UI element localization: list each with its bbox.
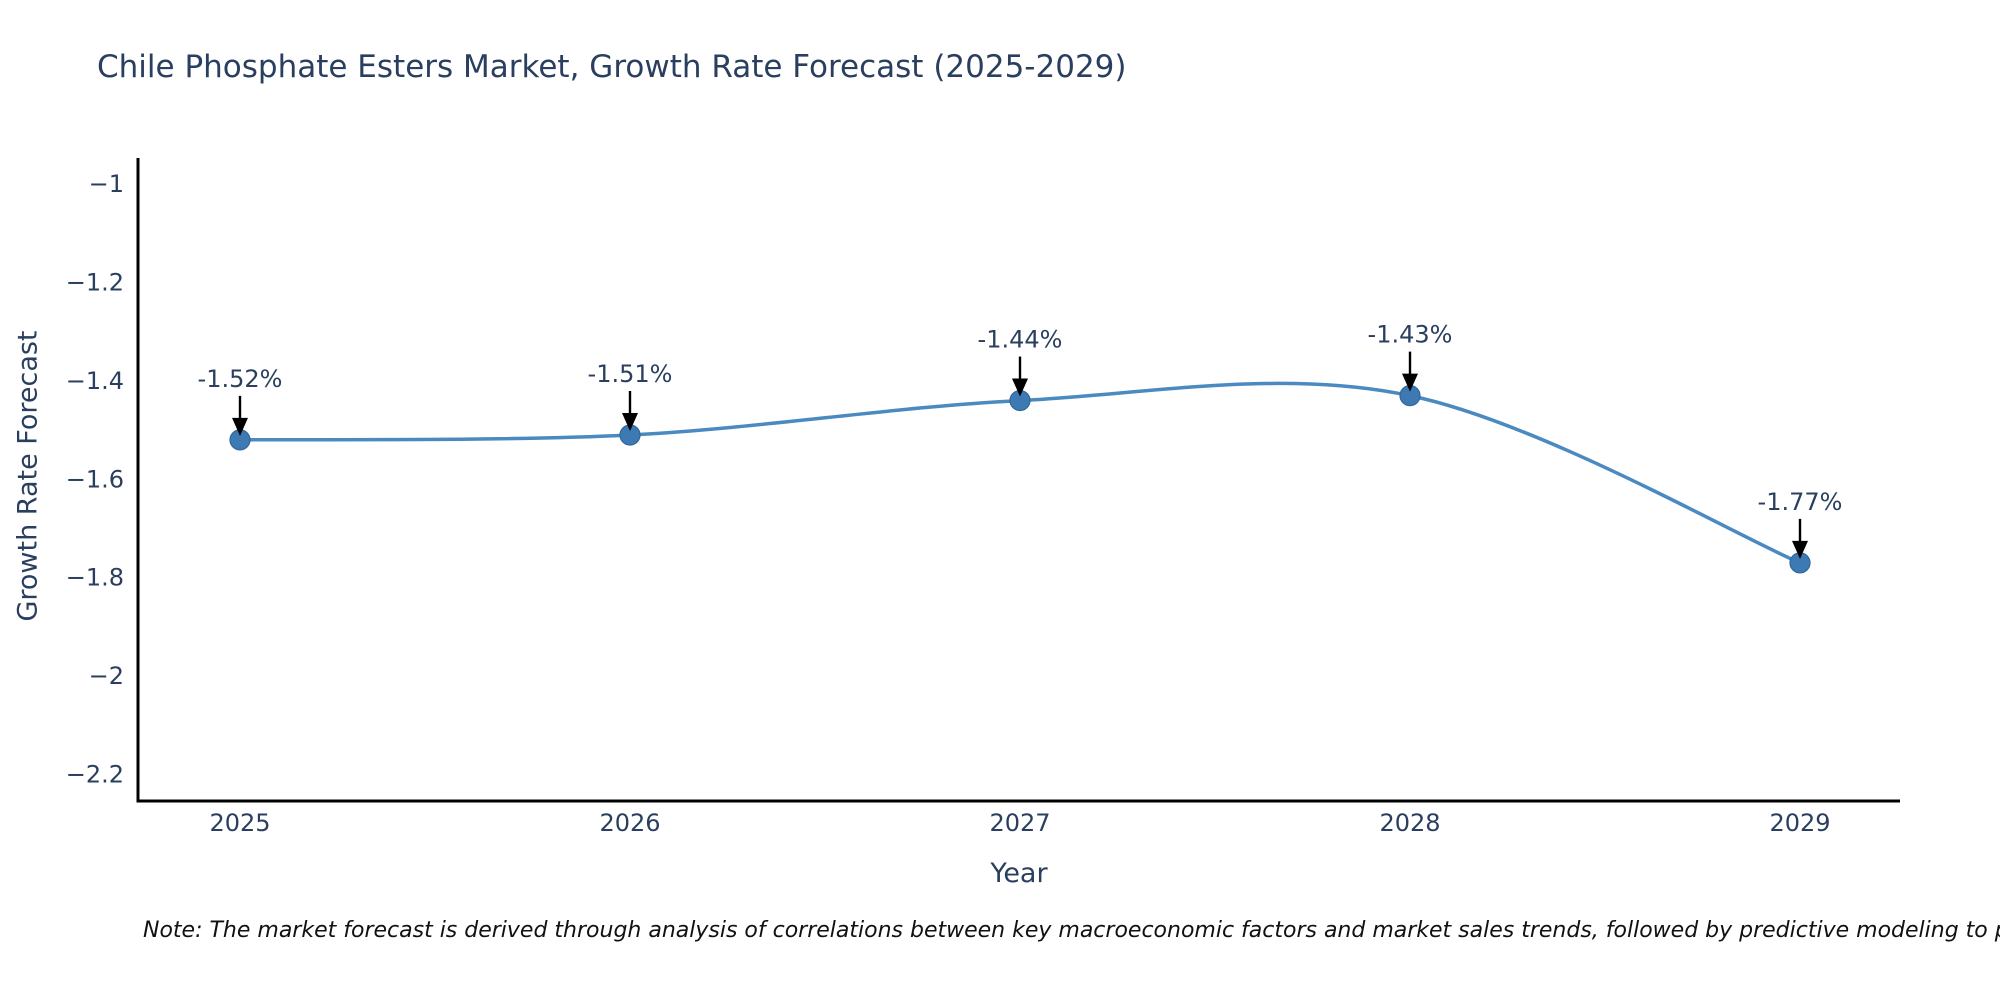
annotation-arrowhead-icon xyxy=(1012,378,1028,397)
y-axis-title: Growth Rate Forecast xyxy=(12,330,44,622)
x-tick-label: 2027 xyxy=(989,809,1050,837)
point-annotation: -1.44% xyxy=(978,326,1063,354)
x-tick-label: 2029 xyxy=(1769,809,1830,837)
y-tick-label: −1.2 xyxy=(66,268,124,296)
x-tick-label: 2025 xyxy=(209,809,270,837)
point-annotation: -1.77% xyxy=(1758,488,1843,516)
annotation-arrowhead-icon xyxy=(622,412,638,431)
annotation-arrowhead-icon xyxy=(1792,540,1808,559)
y-tick-label: −1.6 xyxy=(66,465,124,493)
y-tick-label: −1 xyxy=(89,170,124,198)
point-annotation: -1.52% xyxy=(198,365,283,393)
chart-title: Chile Phosphate Esters Market, Growth Ra… xyxy=(97,49,1127,85)
point-annotation: -1.51% xyxy=(588,360,673,388)
x-tick-label: 2026 xyxy=(599,809,660,837)
y-tick-label: −2.2 xyxy=(66,760,124,788)
annotation-arrowhead-icon xyxy=(232,417,248,436)
annotation-arrowhead-icon xyxy=(1402,373,1418,392)
y-tick-label: −2 xyxy=(89,662,124,690)
point-annotation: -1.43% xyxy=(1368,321,1453,349)
x-tick-label: 2028 xyxy=(1379,809,1440,837)
y-tick-label: −1.8 xyxy=(66,564,124,592)
footnote: Note: The market forecast is derived thr… xyxy=(143,918,2000,943)
x-axis-title: Year xyxy=(990,858,1048,889)
y-tick-label: −1.4 xyxy=(66,367,124,395)
